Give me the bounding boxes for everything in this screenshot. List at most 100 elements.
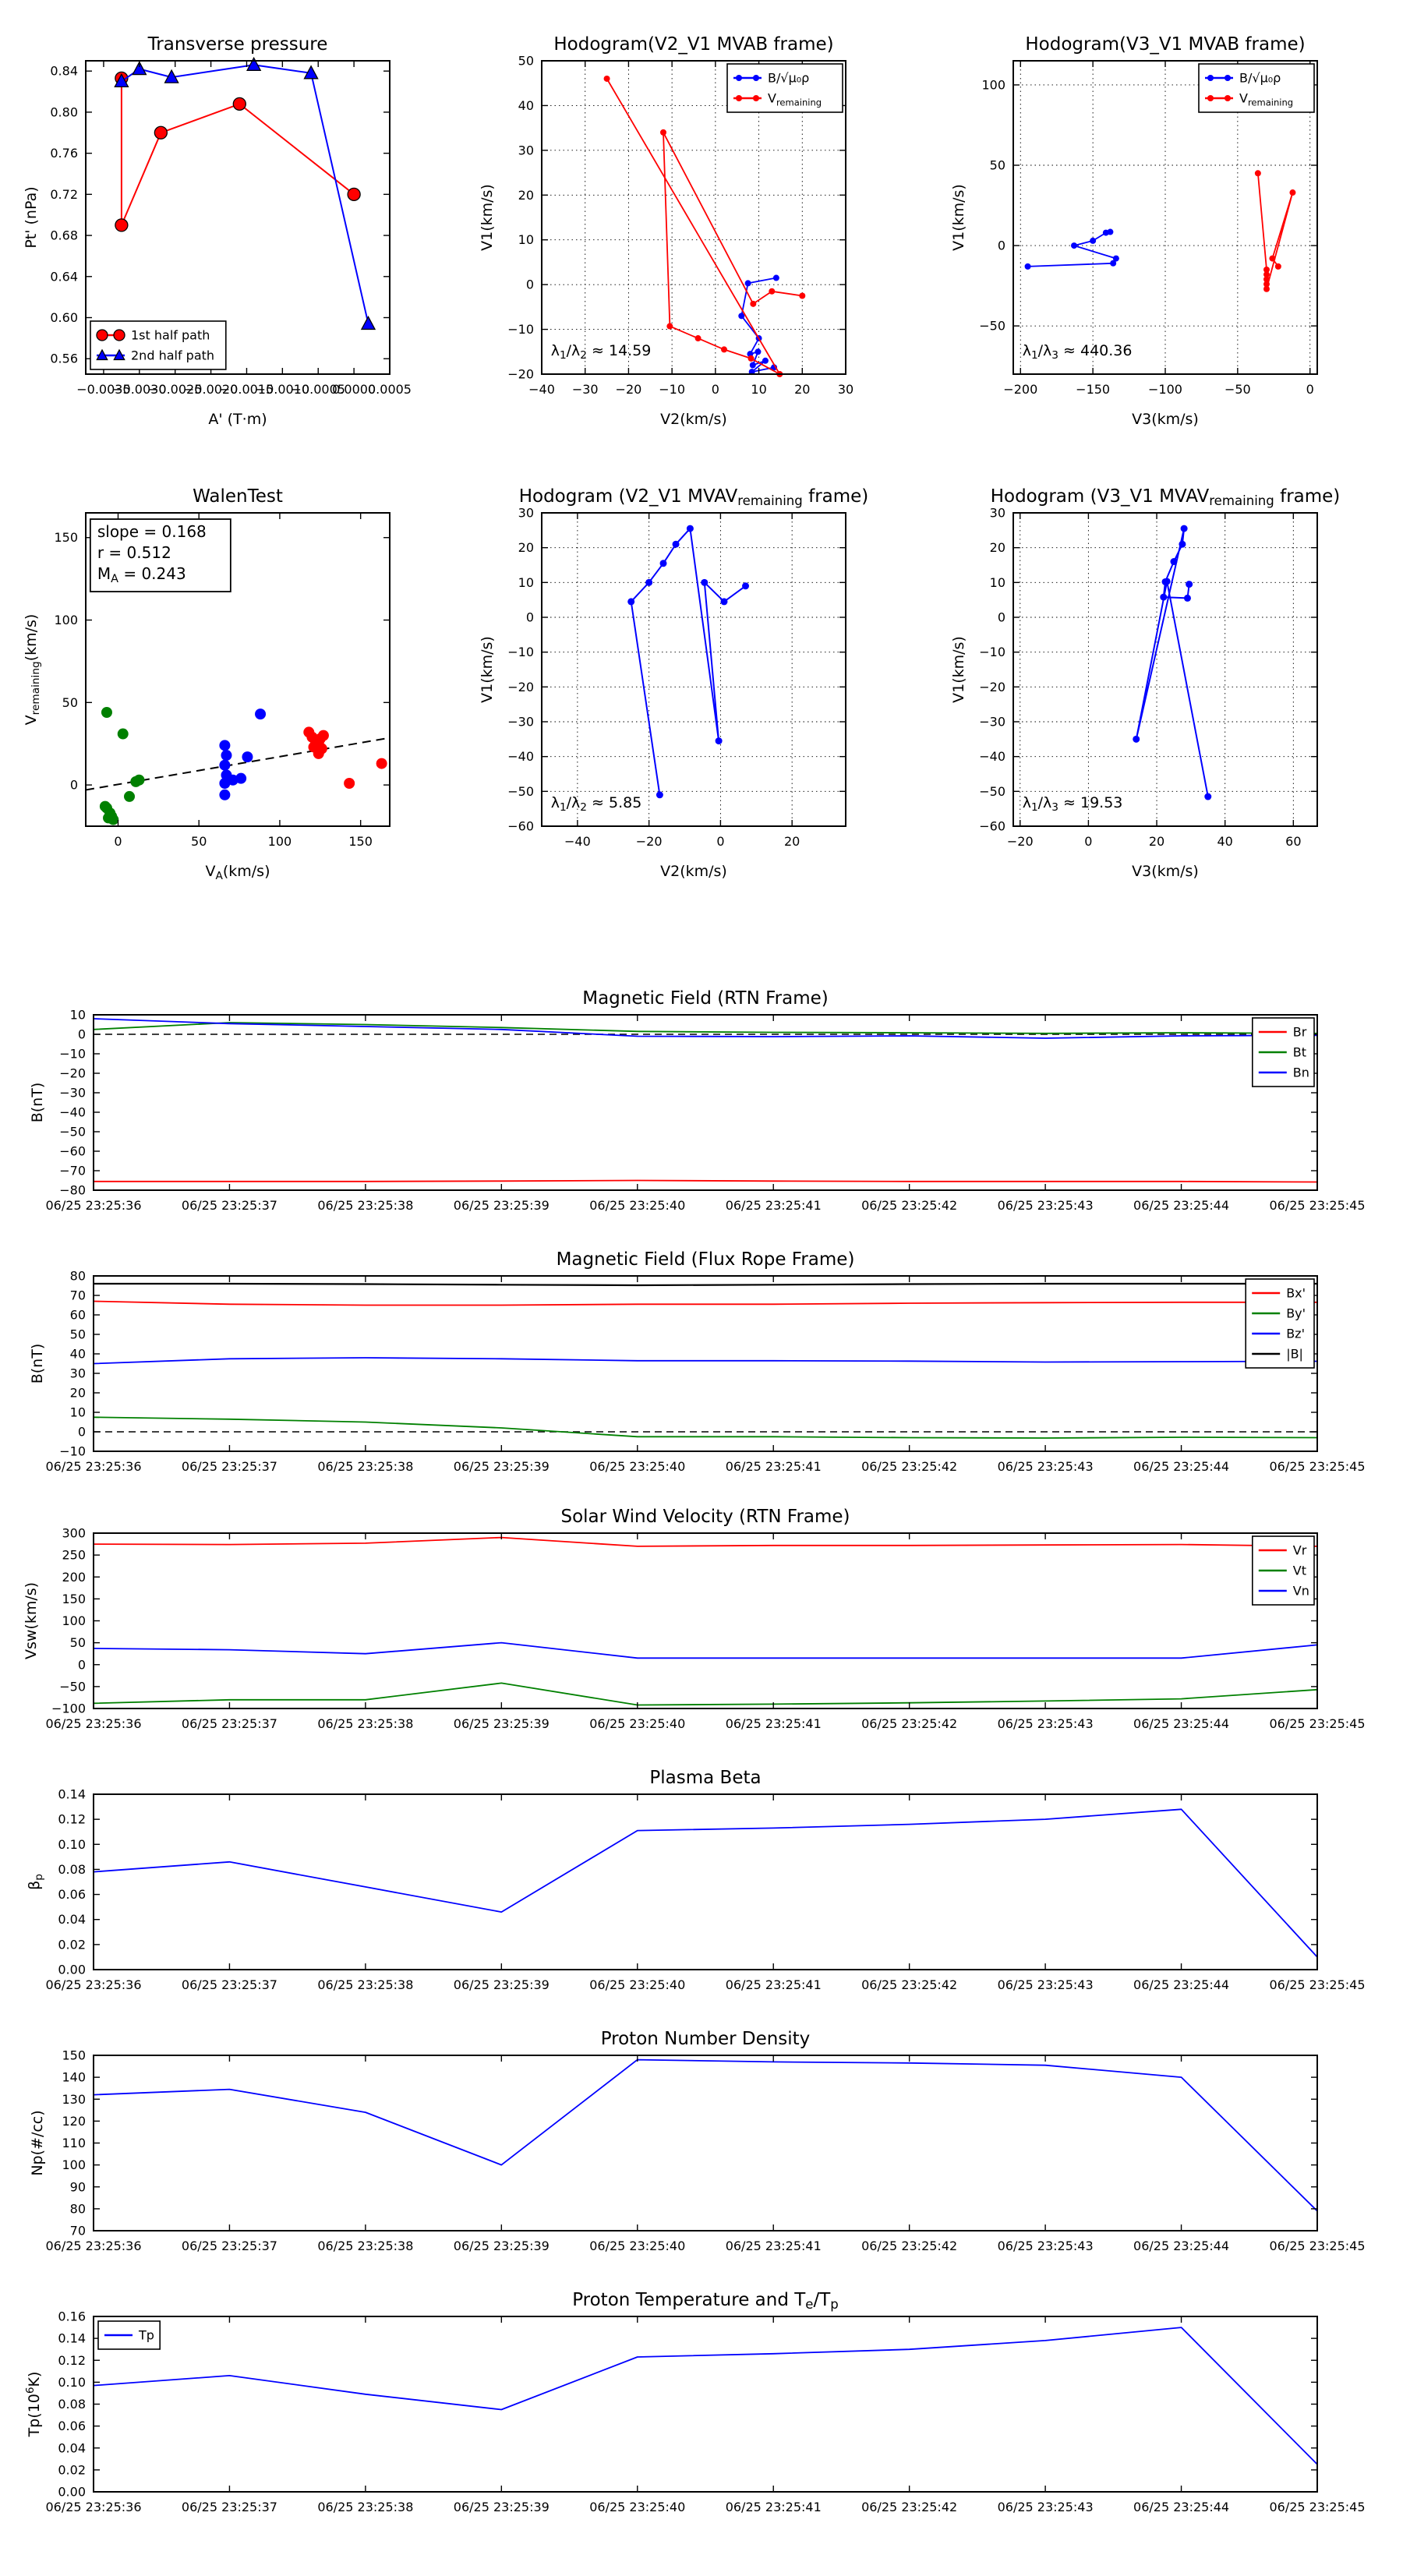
magnetic-field-rtn-series-bt (93, 1022, 1318, 1034)
svg-text:λ1/λ2 ≈ 5.85: λ1/λ2 ≈ 5.85 (551, 794, 642, 814)
y-tick-label: 20 (990, 540, 1005, 555)
x-tick-label: 06/25 23:25:43 (998, 1716, 1094, 1731)
hodogram-v3v1-mvab-series-vremaining (1254, 170, 1296, 292)
x-tick-label: 06/25 23:25:36 (45, 2239, 141, 2253)
legend-label: Bn (1293, 1065, 1309, 1080)
legend-label: B/√μ₀ρ (768, 71, 809, 86)
x-tick-label: 60 (1285, 834, 1301, 849)
x-tick-label: 0.0005 (368, 382, 412, 397)
transverse-pressure-xlabel: A' (T·m) (208, 411, 267, 428)
y-tick-label: 30 (70, 1366, 86, 1381)
x-tick-label: 20 (784, 834, 800, 849)
y-tick-label: −30 (59, 1086, 86, 1101)
proton-temperature-legend: Tp (97, 2320, 161, 2350)
y-tick-label: 50 (70, 1327, 86, 1342)
y-tick-label: 0.10 (58, 2375, 86, 2390)
y-tick-label: −60 (507, 819, 534, 834)
y-tick-label: 0.68 (50, 228, 78, 243)
x-tick-label: 06/25 23:25:41 (726, 1716, 822, 1731)
y-tick-label: −40 (59, 1105, 86, 1120)
hodogram-v2v1-mvab-ylabel: V1(km/s) (479, 184, 496, 251)
hodogram-v3v1-mvab-series-b (1024, 228, 1119, 270)
solar-wind-velocity-ylabel: Vsw(km/s) (23, 1582, 40, 1659)
x-tick-label: 06/25 23:25:37 (182, 1198, 277, 1213)
legend-label: |B| (1286, 1347, 1303, 1362)
y-tick-label: 300 (62, 1526, 86, 1541)
hodogram-v2v1-mvav-annotation: λ1/λ2 ≈ 5.85 (551, 794, 642, 814)
y-tick-label: 30 (990, 506, 1005, 521)
hodogram-v3v1-mvab-ylabel: V1(km/s) (950, 184, 967, 251)
walen-test-title: WalenTest (193, 486, 283, 507)
x-tick-label: 06/25 23:25:39 (454, 1977, 550, 1992)
x-tick-label: 100 (268, 834, 292, 849)
y-tick-label: 80 (70, 2201, 86, 2216)
y-tick-label: 0.14 (58, 2331, 86, 2346)
y-tick-label: 90 (70, 2179, 86, 2194)
y-tick-label: −80 (59, 1183, 86, 1198)
y-tick-label: −50 (59, 1679, 86, 1694)
legend-label: Vr (1293, 1543, 1307, 1558)
x-tick-label: 06/25 23:25:41 (726, 1977, 822, 1992)
y-tick-label: 20 (518, 540, 534, 555)
y-tick-label: −50 (979, 319, 1005, 334)
y-tick-label: 120 (62, 2114, 86, 2129)
y-tick-label: 0 (70, 778, 78, 793)
x-tick-label: 0 (114, 834, 122, 849)
x-tick-label: 06/25 23:25:43 (998, 2239, 1094, 2253)
y-tick-label: 130 (62, 2092, 86, 2107)
walen-test: 0 50 100 150 0 50 100 150 WalenTest VA(km/s) Vrema… (23, 486, 391, 882)
y-tick-label: 10 (518, 575, 534, 590)
hodogram-v2v1-mvab: −40 −30 −20 −10 0 10 20 30 −20 −10 0 10 20 30 40 50 Hodo… (479, 34, 853, 428)
y-tick-label: −40 (507, 749, 534, 764)
proton-number-density-series-np (93, 2058, 1318, 2212)
y-tick-label: 0.84 (50, 64, 78, 79)
magnetic-field-rtn-series-br (94, 1179, 1318, 1183)
magnetic-field-flux-rope-series-by (93, 1416, 1318, 1439)
x-tick-label: 06/25 23:25:39 (454, 1198, 550, 1213)
x-tick-label: 06/25 23:25:44 (1133, 1198, 1229, 1213)
walen-test-ylabel: Vremaining(km/s) (23, 614, 42, 726)
y-tick-label: −60 (59, 1144, 86, 1159)
y-tick-label: 100 (54, 613, 78, 627)
transverse-pressure: −0.0035−0.0030−0.0025−0.0020−0.0015−0.00… (23, 34, 412, 428)
x-tick-label: 06/25 23:25:38 (317, 2239, 413, 2253)
axes-frame (85, 60, 391, 375)
y-tick-label: 150 (62, 1592, 86, 1606)
axes-frame (93, 1014, 1318, 1191)
plasma-beta-ylabel: βp (26, 1874, 45, 1890)
axes-frame (541, 512, 846, 827)
x-tick-label: 06/25 23:25:43 (998, 1459, 1094, 1474)
y-tick-label: 0 (526, 610, 534, 625)
walen-test-xlabel: VA(km/s) (206, 863, 270, 882)
x-tick-label: 06/25 23:25:43 (998, 1198, 1094, 1213)
y-tick-label: 0.14 (58, 1787, 86, 1802)
x-tick-label: 06/25 23:25:36 (45, 1198, 141, 1213)
hodogram-v2v1-mvab-title: Hodogram(V2_V1 MVAB frame) (553, 34, 833, 55)
y-tick-label: −10 (59, 1444, 86, 1459)
plasma-beta-series-betap (93, 1808, 1318, 1958)
legend-label: Tp (138, 2328, 154, 2343)
magnetic-field-flux-rope-legend: Bx' By' Bz' |B| (1245, 1278, 1315, 1369)
y-tick-label: 140 (62, 2070, 86, 2085)
hodogram-v2v1-mvab-annotation: λ1/λ2 ≈ 14.59 (551, 342, 652, 362)
x-tick-label: 0.0000 (332, 382, 376, 397)
axes-frame (93, 1275, 1318, 1452)
legend-label: Bt (1293, 1045, 1306, 1060)
x-tick-label: 06/25 23:25:39 (454, 2239, 550, 2253)
magnetic-field-flux-rope: 06/25 23:25:36 06/25 23:25:37 06/25 23:25:… (29, 1249, 1366, 1474)
proton-number-density-ylabel: Np(#/cc) (29, 2110, 46, 2175)
y-tick-label: 20 (70, 1386, 86, 1401)
y-tick-label: −10 (979, 645, 1005, 659)
svg-text:λ1/λ3 ≈ 19.53: λ1/λ3 ≈ 19.53 (1023, 794, 1123, 814)
svg-text:MA = 0.243: MA = 0.243 (97, 564, 186, 585)
y-tick-label: 0.12 (58, 2353, 86, 2368)
x-tick-label: −0.0010 (256, 382, 309, 397)
y-tick-label: 50 (518, 54, 534, 69)
proton-temperature: 06/25 23:25:36 06/25 23:25:37 06/25 23:25:… (24, 2290, 1366, 2514)
x-tick-label: 30 (838, 382, 853, 397)
y-tick-label: 0 (78, 1027, 86, 1042)
y-tick-label: −20 (979, 680, 1005, 694)
y-tick-label: −60 (979, 819, 1005, 834)
x-tick-label: 0 (712, 382, 719, 397)
transverse-pressure-series-1sthalfpath (115, 71, 361, 232)
